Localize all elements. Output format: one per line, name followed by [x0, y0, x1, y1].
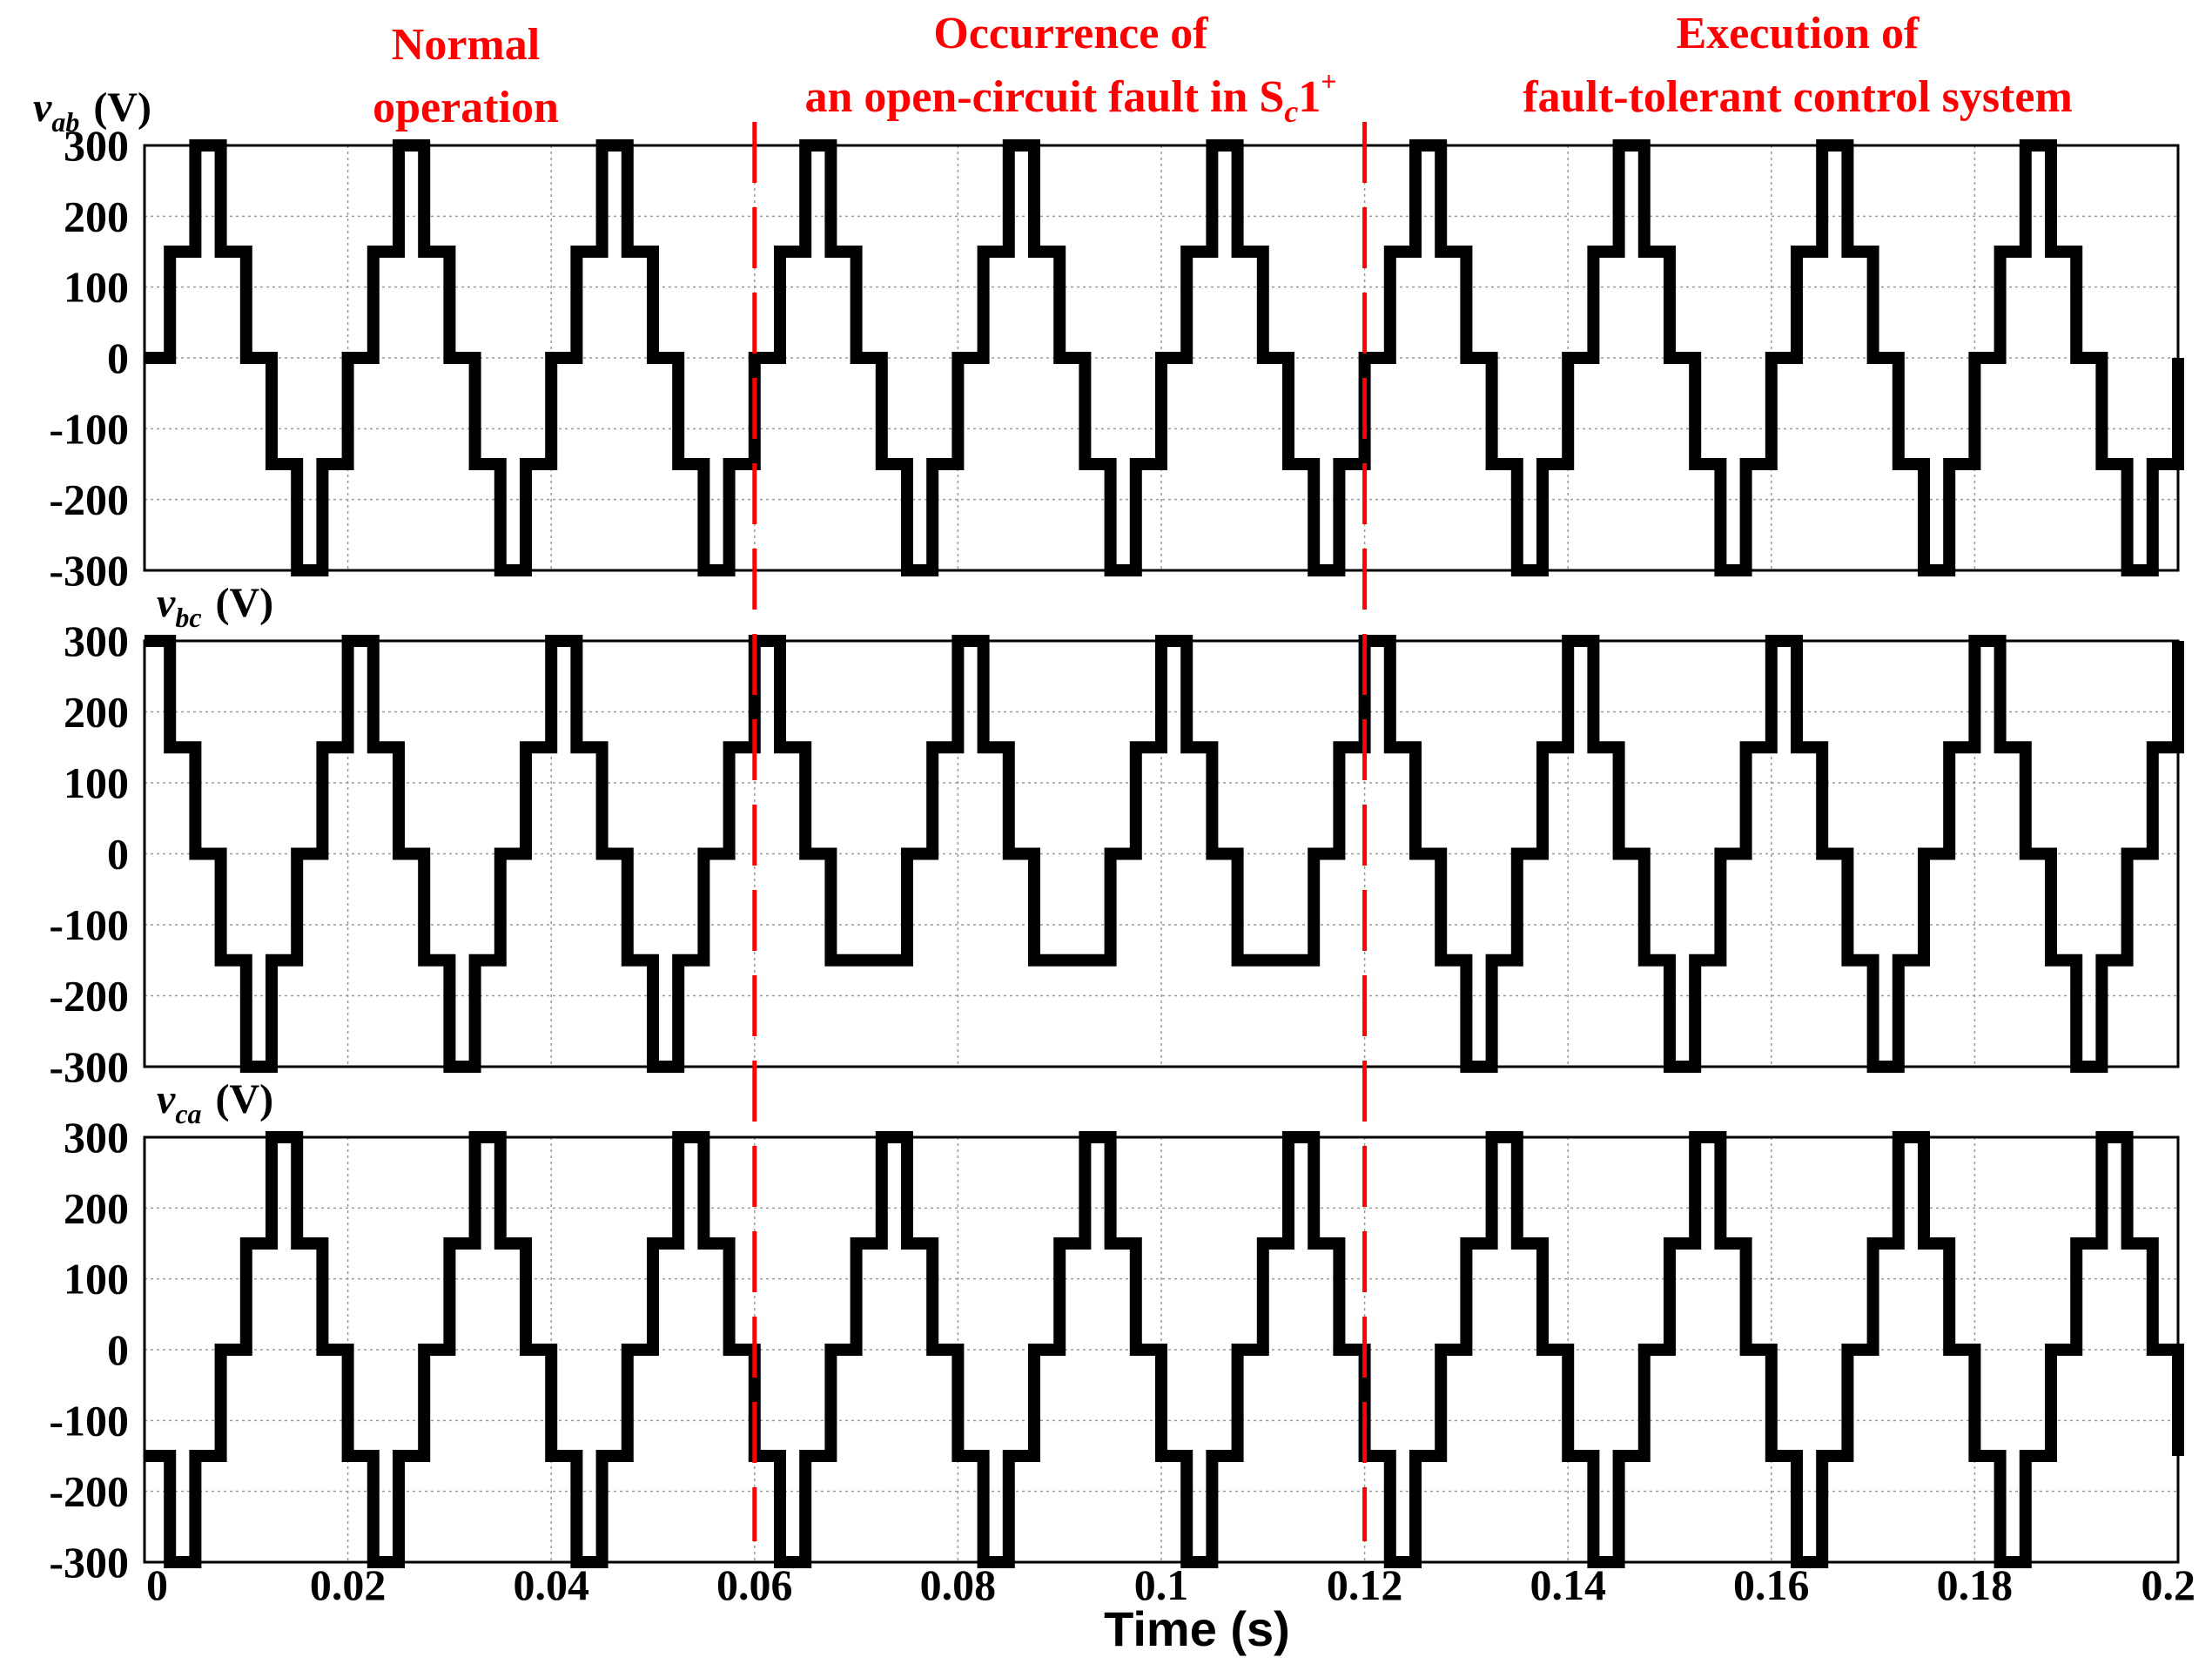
x-tick-labels: 0 0.02 0.04 0.06 0.08 0.1 0.12 0.14 0.16 0.18 0.2	[146, 1560, 2195, 1609]
y-tick-label-bc-2: 100	[64, 758, 129, 807]
y-tick-label-ab-4: -100	[49, 404, 129, 453]
y-axis-label-bc: vbc (V)	[157, 580, 273, 633]
y-tick-label-bc-3: 0	[107, 830, 129, 879]
y-tick-label-ca-5: -200	[49, 1467, 129, 1516]
annotation-ftc-line2: fault-tolerant control system	[1523, 72, 2073, 122]
annotation-ftc-line1: Execution of	[1677, 9, 1920, 58]
series-line-ab	[145, 139, 2184, 576]
y-axis-label-ab: vab (V)	[33, 84, 151, 138]
y-tick-label-ab-0: 300	[64, 121, 129, 170]
x-axis-label: Time (s)	[1104, 1601, 1290, 1656]
x-tick-label-6: 0.12	[1327, 1560, 1403, 1609]
annotation-normal-line2: operation	[373, 83, 559, 132]
annotation-fault-line1: Occurrence of	[933, 9, 1208, 58]
x-tick-label-7: 0.14	[1530, 1560, 1606, 1609]
x-tick-label-3: 0.06	[716, 1560, 793, 1609]
y-tick-label-ab-6: -300	[49, 546, 129, 595]
plot-frame-ca	[143, 1135, 2180, 1564]
y-tick-label-ca-4: -100	[49, 1396, 129, 1445]
x-tick-label-5: 0.1	[1134, 1560, 1189, 1609]
y-tick-label-bc-0: 300	[64, 617, 129, 665]
event-markers	[752, 122, 1368, 1541]
annotation-fault-line2: an open-circuit fault in Sc1+	[804, 65, 1336, 129]
y-tick-label-ab-3: 0	[107, 334, 129, 382]
y-tick-label-ab-1: 200	[64, 192, 129, 240]
annotation-fault-sub: c	[1284, 94, 1298, 129]
panel-ab: 300 200 100 0 -100 -200 -300 vab (V)	[33, 84, 2184, 595]
annotation-fault-sup: +	[1321, 65, 1336, 97]
panel-ca: 300 200 100 0 -100 -200 -300 vca (V)	[49, 1076, 2184, 1587]
x-tick-label-10: 0.2	[2141, 1560, 2196, 1609]
annotation-normal-line1: Normal	[392, 20, 540, 70]
panel-bc: 300 200 100 0 -100 -200 -300 vbc (V)	[49, 580, 2184, 1091]
y-tick-label-ca-6: -300	[49, 1538, 129, 1587]
x-tick-label-2: 0.04	[513, 1560, 589, 1609]
y-tick-label-bc-6: -300	[49, 1042, 129, 1091]
plot-frame-bc	[143, 639, 2180, 1068]
plot-frame-ab	[143, 144, 2180, 572]
x-tick-label-1: 0.02	[310, 1560, 387, 1609]
y-tick-label-bc-5: -200	[49, 972, 129, 1021]
y-tick-label-ca-3: 0	[107, 1325, 129, 1374]
y-axis-label-ca: vca (V)	[157, 1076, 273, 1129]
x-tick-label-8: 0.16	[1733, 1560, 1810, 1609]
y-tick-label-ab-5: -200	[49, 475, 129, 524]
y-tick-label-bc-4: -100	[49, 900, 129, 949]
y-tick-label-bc-1: 200	[64, 688, 129, 737]
annotation-fault-text: an open-circuit fault in S	[804, 72, 1284, 122]
x-tick-label-0: 0	[146, 1560, 168, 1609]
y-tick-label-ca-1: 200	[64, 1183, 129, 1232]
y-tick-label-ca-2: 100	[64, 1255, 129, 1304]
y-tick-label-ca-0: 300	[64, 1113, 129, 1162]
annotation-fault-num: 1	[1298, 72, 1321, 122]
y-tick-label-ab-2: 100	[64, 263, 129, 312]
x-tick-label-4: 0.08	[920, 1560, 997, 1609]
x-tick-label-9: 0.18	[1937, 1560, 2014, 1609]
